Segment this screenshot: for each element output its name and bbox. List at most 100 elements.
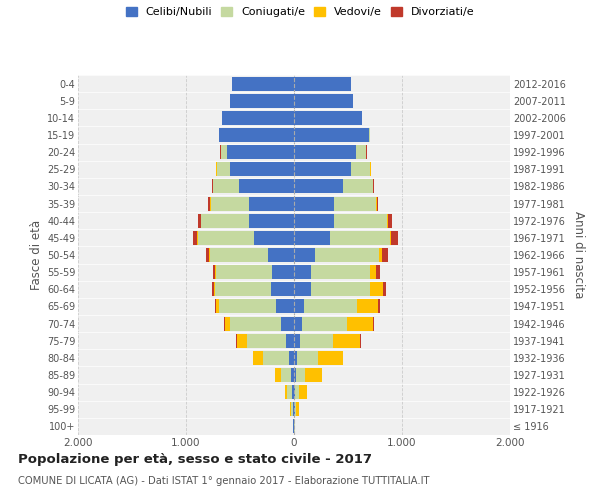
Bar bbox=[198, 231, 254, 245]
Bar bbox=[294, 334, 300, 347]
Bar bbox=[294, 162, 351, 176]
Bar bbox=[305, 368, 322, 382]
Bar bbox=[275, 300, 294, 314]
Bar bbox=[343, 180, 373, 194]
Bar bbox=[388, 214, 392, 228]
Bar bbox=[227, 145, 294, 159]
Bar bbox=[293, 402, 294, 416]
Bar bbox=[230, 316, 281, 330]
Bar bbox=[334, 214, 387, 228]
Bar bbox=[247, 334, 286, 347]
Bar bbox=[289, 351, 294, 365]
Bar bbox=[294, 231, 329, 245]
Bar bbox=[213, 265, 215, 279]
Y-axis label: Anni di nascita: Anni di nascita bbox=[572, 212, 585, 298]
Bar bbox=[206, 248, 209, 262]
Bar bbox=[383, 282, 386, 296]
Bar bbox=[294, 180, 343, 194]
Bar bbox=[294, 351, 297, 365]
Bar bbox=[294, 265, 311, 279]
Bar bbox=[232, 76, 294, 90]
Bar bbox=[294, 385, 295, 399]
Bar bbox=[300, 334, 333, 347]
Bar bbox=[291, 402, 293, 416]
Bar bbox=[215, 265, 216, 279]
Bar bbox=[268, 248, 294, 262]
Bar bbox=[311, 282, 370, 296]
Bar bbox=[379, 248, 382, 262]
Bar bbox=[271, 282, 294, 296]
Bar bbox=[212, 282, 214, 296]
Bar bbox=[373, 316, 374, 330]
Bar bbox=[201, 214, 248, 228]
Bar bbox=[387, 214, 388, 228]
Bar bbox=[294, 300, 304, 314]
Bar bbox=[302, 316, 347, 330]
Bar bbox=[291, 368, 294, 382]
Y-axis label: Fasce di età: Fasce di età bbox=[29, 220, 43, 290]
Bar bbox=[356, 145, 366, 159]
Bar bbox=[248, 196, 294, 210]
Bar bbox=[211, 196, 248, 210]
Bar bbox=[294, 282, 311, 296]
Bar bbox=[221, 145, 227, 159]
Bar bbox=[281, 368, 291, 382]
Bar bbox=[315, 248, 379, 262]
Bar bbox=[294, 111, 362, 125]
Bar bbox=[213, 180, 239, 194]
Bar bbox=[304, 300, 357, 314]
Bar bbox=[296, 402, 299, 416]
Bar bbox=[220, 128, 294, 142]
Bar bbox=[286, 334, 294, 347]
Bar bbox=[193, 231, 197, 245]
Bar bbox=[218, 128, 220, 142]
Bar bbox=[254, 231, 294, 245]
Bar bbox=[294, 128, 368, 142]
Bar bbox=[311, 265, 370, 279]
Bar bbox=[216, 265, 272, 279]
Bar bbox=[368, 128, 370, 142]
Bar bbox=[210, 248, 268, 262]
Bar bbox=[390, 231, 391, 245]
Bar bbox=[287, 385, 292, 399]
Bar bbox=[347, 316, 373, 330]
Bar bbox=[357, 300, 378, 314]
Bar bbox=[370, 282, 383, 296]
Bar bbox=[296, 368, 305, 382]
Bar bbox=[382, 248, 388, 262]
Bar bbox=[351, 162, 370, 176]
Bar bbox=[329, 231, 390, 245]
Bar bbox=[333, 334, 361, 347]
Bar bbox=[391, 231, 398, 245]
Bar bbox=[208, 196, 211, 210]
Bar bbox=[378, 300, 380, 314]
Bar bbox=[294, 368, 296, 382]
Bar bbox=[297, 351, 319, 365]
Bar bbox=[253, 351, 263, 365]
Bar bbox=[215, 300, 217, 314]
Bar bbox=[299, 385, 307, 399]
Bar bbox=[294, 214, 334, 228]
Bar bbox=[295, 402, 296, 416]
Bar bbox=[319, 351, 343, 365]
Bar bbox=[373, 180, 374, 194]
Bar bbox=[275, 368, 281, 382]
Legend: Celibi/Nubili, Coniugati/e, Vedovi/e, Divorziati/e: Celibi/Nubili, Coniugati/e, Vedovi/e, Di… bbox=[121, 2, 479, 22]
Bar bbox=[294, 316, 302, 330]
Bar bbox=[376, 265, 380, 279]
Bar bbox=[281, 316, 294, 330]
Bar bbox=[237, 334, 247, 347]
Bar bbox=[215, 282, 271, 296]
Bar bbox=[294, 76, 351, 90]
Bar bbox=[224, 316, 225, 330]
Text: COMUNE DI LICATA (AG) - Dati ISTAT 1° gennaio 2017 - Elaborazione TUTTITALIA.IT: COMUNE DI LICATA (AG) - Dati ISTAT 1° ge… bbox=[18, 476, 430, 486]
Bar bbox=[294, 248, 315, 262]
Bar bbox=[370, 265, 376, 279]
Bar bbox=[295, 385, 299, 399]
Bar bbox=[217, 162, 230, 176]
Bar bbox=[285, 385, 287, 399]
Bar bbox=[272, 265, 294, 279]
Bar bbox=[221, 111, 294, 125]
Bar bbox=[294, 145, 356, 159]
Bar bbox=[293, 420, 294, 434]
